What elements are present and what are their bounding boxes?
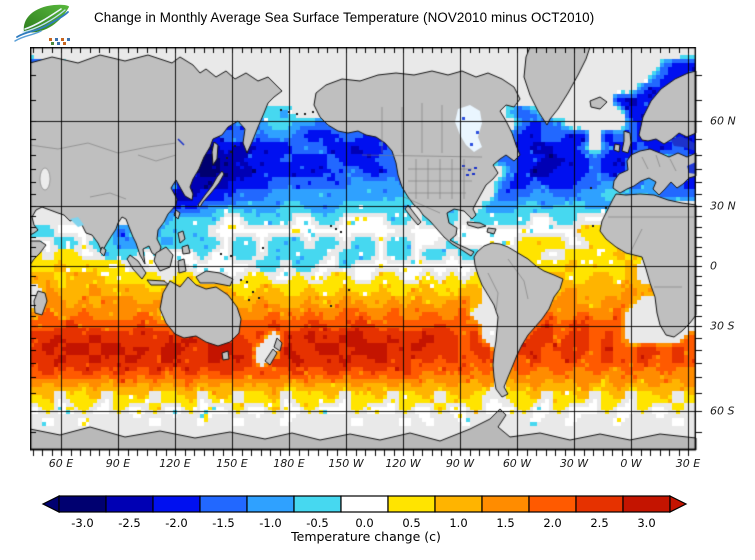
longitude-label: 120 E <box>159 457 191 470</box>
colorbar-value-label: 0.0 <box>355 516 374 530</box>
longitude-label: 0 W <box>620 457 642 470</box>
longitude-label: 60 W <box>502 457 532 470</box>
longitude-label: 90 E <box>105 457 131 470</box>
colorbar-caption: Temperature change (c) <box>291 529 441 544</box>
latitude-label: 60 N <box>710 114 736 128</box>
colorbar-segment <box>575 495 624 513</box>
chart-title: Change in Monthly Average Sea Surface Te… <box>94 10 595 25</box>
colorbar-segment <box>152 495 201 513</box>
colorbar-value-label: -2.0 <box>165 516 188 530</box>
colorbar-value-label: 1.0 <box>449 516 468 530</box>
temperature-colorbar <box>41 495 688 513</box>
colorbar-segment <box>340 495 389 513</box>
organization-logo <box>14 4 70 45</box>
colorbar-segment <box>105 495 154 513</box>
colorbar-value-label: 3.0 <box>637 516 656 530</box>
colorbar-segment <box>387 495 436 513</box>
colorbar-value-label: -1.5 <box>212 516 235 530</box>
colorbar-value-label: -2.5 <box>118 516 141 530</box>
colorbar-segment <box>58 495 107 513</box>
longitude-label: 120 W <box>385 457 421 470</box>
colorbar-value-label: -3.0 <box>71 516 94 530</box>
colorbar-value-label: 0.5 <box>402 516 421 530</box>
longitude-label: 60 E <box>48 457 74 470</box>
logo-caption-marks <box>49 38 70 45</box>
colorbar-segment <box>293 495 342 513</box>
colorbar-value-label: -1.0 <box>259 516 282 530</box>
wave-lines-icon <box>14 8 69 42</box>
world-sst-change-map <box>30 47 704 458</box>
longitude-label: 90 W <box>445 457 475 470</box>
colorbar-left-arrow <box>41 495 60 513</box>
latitude-label: 0 <box>710 259 717 273</box>
colorbar-segment <box>246 495 295 513</box>
colorbar-segment <box>199 495 248 513</box>
longitude-label: 180 E <box>273 457 305 470</box>
longitude-label: 150 W <box>328 457 364 470</box>
colorbar-value-label: -0.5 <box>306 516 329 530</box>
colorbar-segment <box>434 495 483 513</box>
latitude-label: 30 S <box>710 319 735 333</box>
latitude-label: 30 N <box>710 199 736 213</box>
longitude-label: 150 E <box>216 457 248 470</box>
colorbar-segment <box>622 495 671 513</box>
colorbar-right-arrow <box>669 495 688 513</box>
colorbar-segment <box>481 495 530 513</box>
colorbar-value-label: 1.5 <box>496 516 515 530</box>
longitude-label: 30 E <box>675 457 701 470</box>
colorbar-value-label: 2.0 <box>543 516 562 530</box>
colorbar-segment <box>528 495 577 513</box>
latitude-label: 60 S <box>710 404 735 418</box>
colorbar-value-label: 2.5 <box>590 516 609 530</box>
longitude-label: 30 W <box>559 457 589 470</box>
